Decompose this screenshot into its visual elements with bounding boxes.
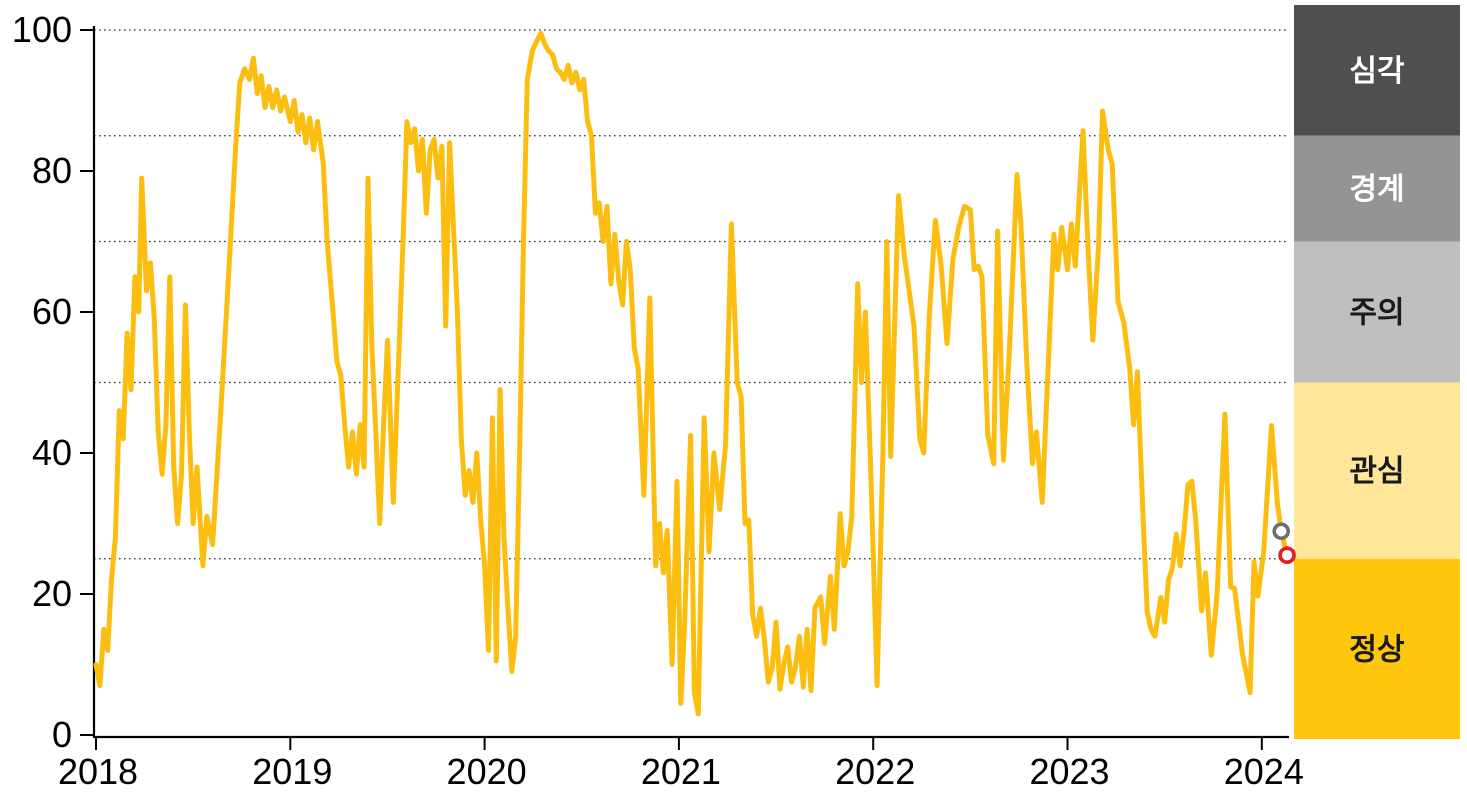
- previous-value-marker: [1272, 522, 1291, 541]
- x-tick-label: 2021: [641, 751, 721, 792]
- y-tick-label: 60: [32, 291, 72, 332]
- endpoint-markers: [1272, 522, 1296, 565]
- axis-labels: 0 20 40 60 80 100 2018 2019 2020 2021 2022 2023 2024: [12, 9, 1304, 792]
- risk-zone-band: [1294, 5, 1460, 739]
- x-tick-label: 2020: [447, 751, 527, 792]
- y-tick-label: 40: [32, 432, 72, 473]
- zone-label: 심각: [1349, 55, 1405, 88]
- risk-zone: [1294, 241, 1460, 383]
- axes: [80, 26, 1289, 750]
- risk-zone: [1294, 5, 1460, 136]
- x-tick-label: 2022: [835, 751, 915, 792]
- y-tick-label: 0: [52, 714, 72, 755]
- zone-label: 정상: [1349, 633, 1405, 666]
- x-tick-label: 2018: [58, 751, 138, 792]
- index-line-series: [93, 31, 1290, 717]
- stress-index-line: [93, 31, 1290, 717]
- y-tick-label: 100: [12, 9, 72, 50]
- x-tick-label: 2024: [1224, 751, 1304, 792]
- x-tick-label: 2023: [1029, 751, 1109, 792]
- y-tick-label: 80: [32, 150, 72, 191]
- zone-label: 관심: [1349, 455, 1404, 488]
- risk-zone: [1294, 558, 1460, 739]
- zone-label: 주의: [1349, 297, 1404, 330]
- risk-zone: [1294, 135, 1460, 242]
- x-tick-label: 2019: [252, 751, 332, 792]
- y-tick-label: 20: [32, 573, 72, 614]
- latest-value-marker: [1278, 546, 1296, 565]
- zone-label: 경계: [1349, 173, 1404, 206]
- risk-zone: [1294, 382, 1460, 559]
